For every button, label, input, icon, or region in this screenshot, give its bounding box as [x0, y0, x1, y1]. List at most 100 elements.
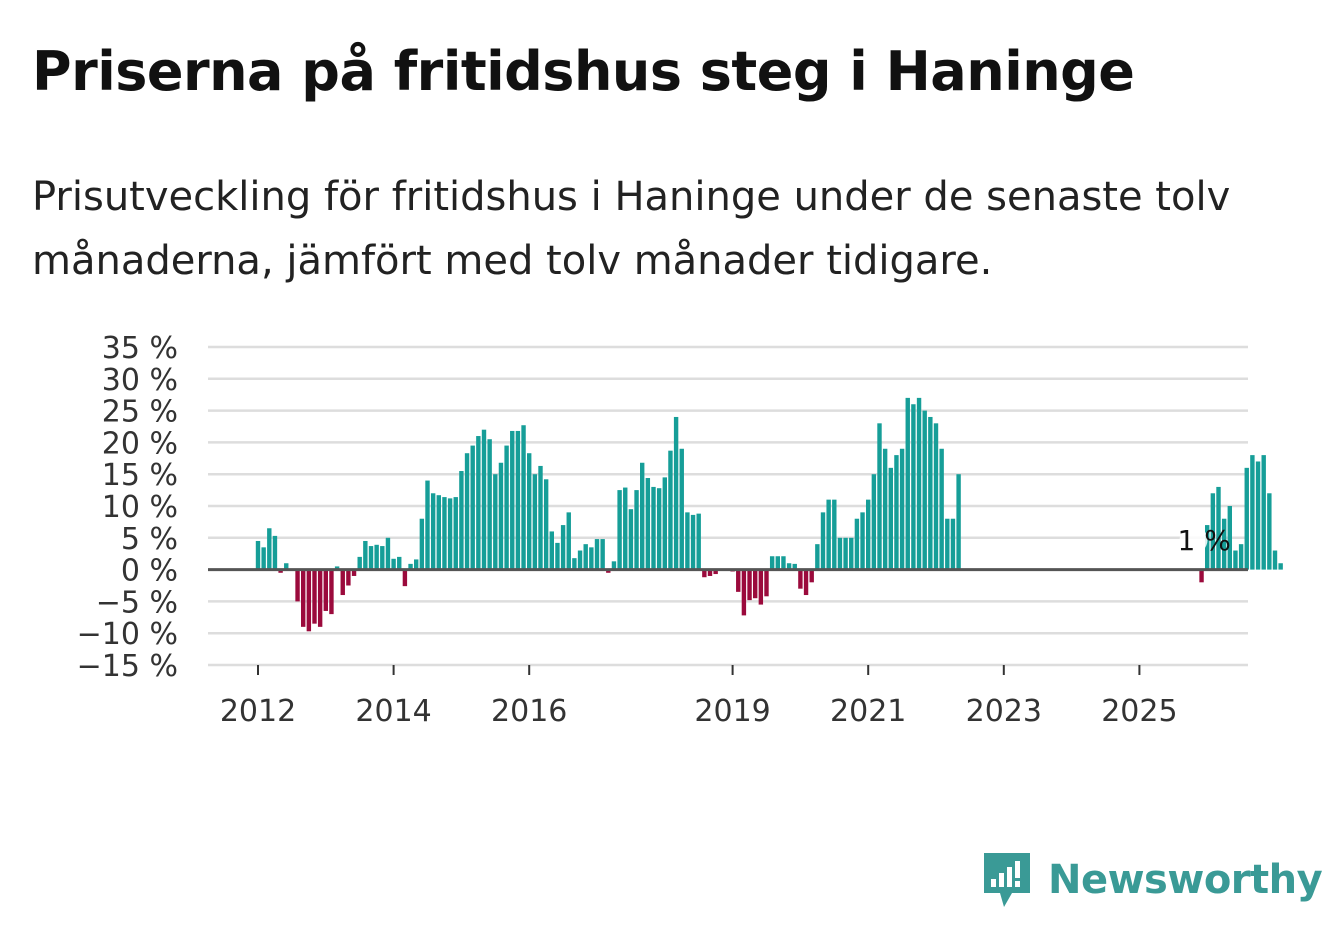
bar [606, 569, 611, 573]
bar [1261, 455, 1266, 570]
bar [634, 490, 639, 570]
bar [566, 512, 571, 570]
bar [470, 445, 475, 570]
bar [786, 563, 792, 570]
x-tick-label: 2019 [694, 694, 770, 729]
bar [1267, 493, 1272, 570]
bar [261, 547, 266, 570]
bar [419, 518, 425, 570]
bar [803, 569, 809, 596]
bar [481, 429, 487, 570]
bar [894, 455, 899, 570]
bar [640, 462, 645, 570]
bar [493, 474, 498, 570]
bar [899, 448, 905, 570]
bar [713, 569, 718, 575]
bar [447, 498, 453, 570]
bar [594, 539, 600, 570]
bar [464, 453, 470, 570]
bar [600, 539, 605, 570]
bar [498, 462, 504, 570]
bar [905, 397, 910, 570]
bar [775, 556, 780, 570]
bar [707, 569, 713, 576]
bar [696, 513, 701, 570]
bar [826, 499, 831, 570]
bar [521, 425, 526, 570]
y-tick-label: 15 % [102, 458, 178, 493]
chart-subtitle: Prisutveckling för fritidshus i Haninge … [32, 174, 1231, 284]
bar [374, 544, 379, 570]
bar [854, 518, 860, 570]
bar [459, 471, 464, 570]
bar [430, 493, 436, 570]
bar [453, 497, 458, 570]
bar [487, 439, 492, 570]
bar [357, 556, 362, 570]
bar [628, 509, 634, 570]
chart-title: Priserna på fritidshus steg i Haninge [32, 40, 1135, 103]
y-tick-label: 5 % [121, 522, 178, 557]
bar [1278, 563, 1283, 570]
bar [504, 445, 509, 570]
bar [798, 569, 803, 589]
bar [329, 569, 334, 615]
y-tick-label: 10 % [102, 490, 178, 525]
bar [933, 423, 939, 570]
bar [871, 474, 877, 570]
x-tick-label: 2021 [830, 694, 906, 729]
bar [385, 537, 391, 570]
annotation: 1 % [1178, 524, 1231, 557]
bar [882, 448, 888, 570]
bar [1205, 525, 1210, 570]
bar [255, 540, 261, 570]
newsworthy-logo-icon [984, 853, 1030, 907]
bar [391, 558, 396, 570]
bar [1210, 493, 1216, 570]
bar [1255, 461, 1261, 570]
bar [860, 512, 865, 570]
annotation-label: 1 % [1178, 524, 1231, 557]
bar [911, 404, 916, 570]
bar [849, 537, 854, 570]
brand-name: Newsworthy [1048, 857, 1322, 903]
annotation-halo [1179, 525, 1208, 554]
bar [736, 569, 741, 592]
bar [916, 397, 922, 570]
bar [673, 416, 679, 570]
bar [928, 416, 933, 570]
bar [617, 490, 622, 570]
grid-lines [208, 345, 1248, 667]
bar [397, 556, 402, 570]
bar [284, 563, 289, 570]
bar [685, 512, 690, 570]
bar [351, 569, 357, 576]
bar [1244, 467, 1249, 570]
bar [866, 499, 871, 570]
x-tick-label: 2012 [220, 694, 296, 729]
bar [334, 566, 340, 570]
bar [645, 478, 651, 570]
bar [809, 569, 814, 583]
bar [843, 537, 848, 570]
bar [888, 467, 893, 570]
bar [651, 486, 656, 570]
x-axis: 2012 2014 2016 2019 2021 2023 2025 [220, 665, 1178, 729]
y-tick-label: −15 % [77, 649, 178, 684]
bar [1199, 569, 1204, 583]
bar [877, 423, 882, 570]
bar [408, 563, 413, 570]
bar [611, 561, 617, 570]
y-tick-label: 35 % [102, 331, 178, 366]
bar [414, 559, 419, 570]
bar [1227, 506, 1232, 570]
y-tick-label: 20 % [102, 426, 178, 461]
bar [956, 474, 961, 570]
bar [747, 569, 752, 601]
bars [255, 397, 1283, 632]
y-tick-label: −5 % [96, 585, 178, 620]
bar [1221, 518, 1227, 570]
x-tick-label: 2025 [1101, 694, 1177, 729]
bar [922, 410, 927, 570]
bar [656, 488, 662, 570]
